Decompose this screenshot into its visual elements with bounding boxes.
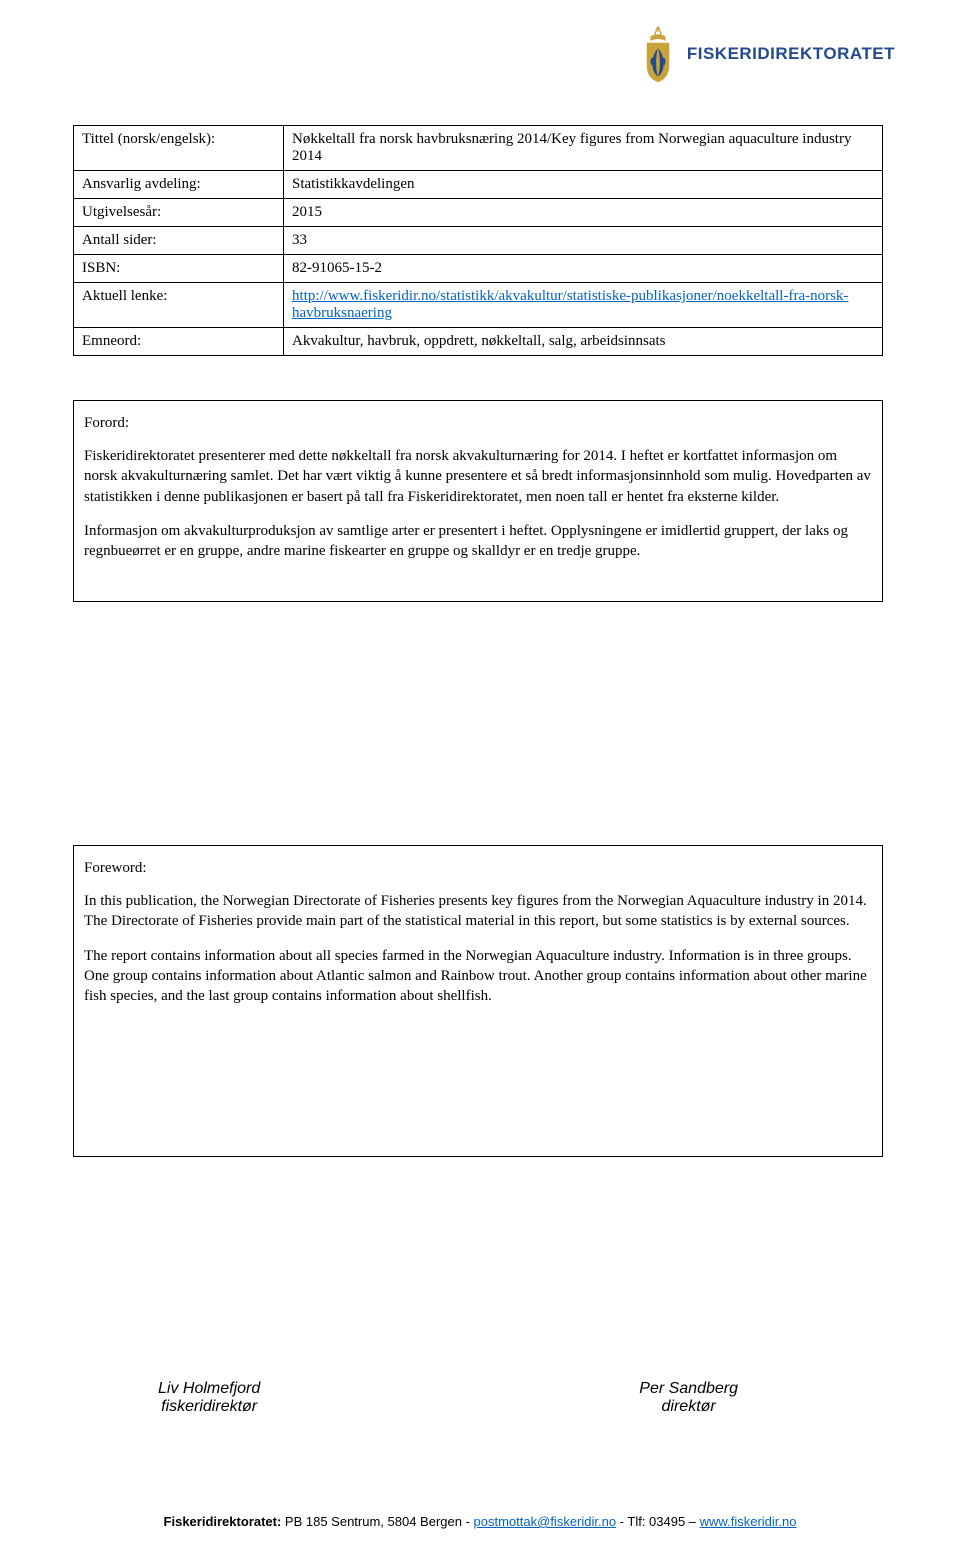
forord-paragraph-2: Informasjon om akvakulturproduksjon av s… [84,521,872,562]
meta-row-dept: Ansvarlig avdeling: Statistikkavdelingen [74,170,882,198]
meta-row-year: Utgivelsesår: 2015 [74,198,882,226]
footer-address: PB 185 Sentrum, 5804 Bergen - [281,1514,473,1529]
signature-left: Liv Holmefjord fiskeridirektør [158,1380,260,1416]
meta-value: Akvakultur, havbruk, oppdrett, nøkkeltal… [284,328,882,355]
forord-section: Forord: Fiskeridirektoratet presenterer … [73,400,883,602]
metadata-table: Tittel (norsk/engelsk): Nøkkeltall fra n… [73,125,883,356]
footer-org-label: Fiskeridirektoratet: [164,1514,282,1529]
meta-label: Utgivelsesår: [74,199,284,226]
foreword-heading: Foreword: [84,860,872,877]
crest-icon [639,24,677,84]
meta-row-title: Tittel (norsk/engelsk): Nøkkeltall fra n… [74,126,882,170]
meta-row-pages: Antall sider: 33 [74,226,882,254]
footer-site-link[interactable]: www.fiskeridir.no [700,1514,797,1529]
meta-label: Antall sider: [74,227,284,254]
meta-row-keywords: Emneord: Akvakultur, havbruk, oppdrett, … [74,327,882,355]
signature-name: Liv Holmefjord [158,1380,260,1398]
signature-title: fiskeridirektør [158,1398,260,1416]
meta-value: 82-91065-15-2 [284,255,882,282]
meta-label: Tittel (norsk/engelsk): [74,126,284,170]
meta-value-link: http://www.fiskeridir.no/statistikk/akva… [284,283,882,327]
org-logo: FISKERIDIREKTORATET [639,24,895,84]
meta-value: 33 [284,227,882,254]
forord-paragraph-1: Fiskeridirektoratet presenterer med dett… [84,446,872,507]
foreword-paragraph-2: The report contains information about al… [84,946,872,1007]
meta-value: Nøkkeltall fra norsk havbruksnæring 2014… [284,126,882,170]
signature-right: Per Sandberg direktør [639,1380,738,1416]
forord-heading: Forord: [84,415,872,432]
meta-label: Emneord: [74,328,284,355]
meta-row-isbn: ISBN: 82-91065-15-2 [74,254,882,282]
meta-label: ISBN: [74,255,284,282]
footer-email-link[interactable]: postmottak@fiskeridir.no [474,1514,617,1529]
signature-name: Per Sandberg [639,1380,738,1398]
signature-title: direktør [639,1398,738,1416]
footer-phone: - Tlf: 03495 – [616,1514,700,1529]
meta-label: Ansvarlig avdeling: [74,171,284,198]
signatures: Liv Holmefjord fiskeridirektør Per Sandb… [73,1380,883,1416]
meta-row-link: Aktuell lenke: http://www.fiskeridir.no/… [74,282,882,327]
publication-link[interactable]: http://www.fiskeridir.no/statistikk/akva… [292,288,848,321]
foreword-paragraph-1: In this publication, the Norwegian Direc… [84,891,872,932]
org-name: FISKERIDIREKTORATET [687,44,895,64]
foreword-section: Foreword: In this publication, the Norwe… [73,845,883,1157]
meta-value: Statistikkavdelingen [284,171,882,198]
page-footer: Fiskeridirektoratet: PB 185 Sentrum, 580… [0,1514,960,1529]
meta-label: Aktuell lenke: [74,283,284,327]
meta-value: 2015 [284,199,882,226]
